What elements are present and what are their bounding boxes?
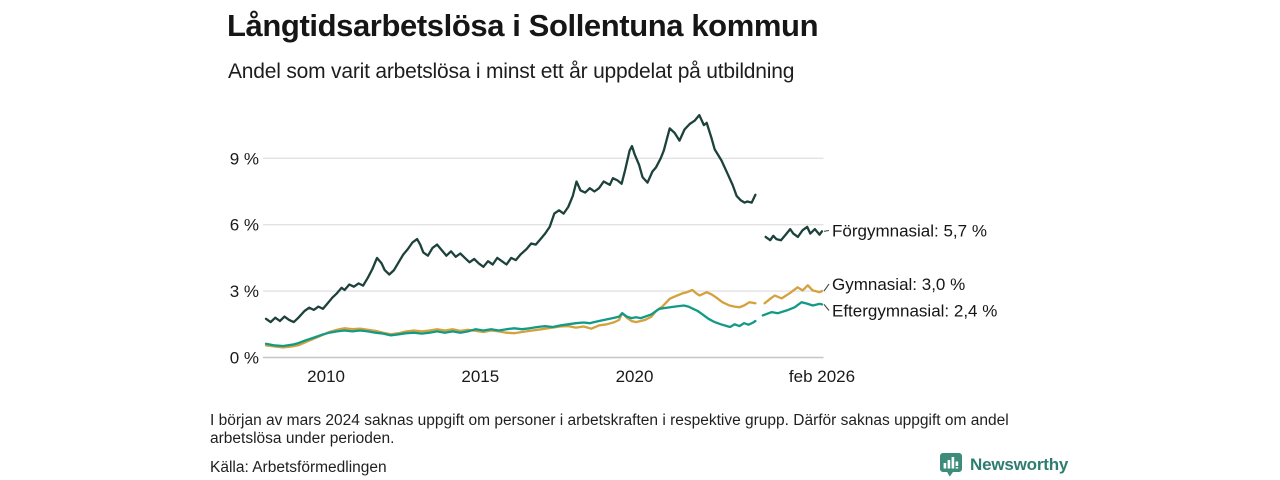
label-connector — [823, 283, 830, 292]
x-tick-label: 2015 — [461, 367, 499, 386]
source-label: Källa: Arbetsförmedlingen — [210, 459, 387, 476]
x-tick-label: 2010 — [307, 367, 345, 386]
page-title: Långtidsarbetslösa i Sollentuna kommun — [227, 8, 819, 43]
series-line-gymnasial — [763, 284, 824, 305]
footnote: I början av mars 2024 saknas uppgift om … — [210, 412, 1009, 448]
bar-chart-bubble-icon — [940, 453, 962, 477]
series-end-label-eftergymnasial: Eftergymnasial: 2,4 % — [832, 302, 997, 321]
series-line-eftergymnasial — [264, 304, 757, 348]
series-end-label-gymnasial: Gymnasial: 3,0 % — [832, 275, 965, 294]
page-subtitle: Andel som varit arbetslösa i minst ett å… — [228, 60, 795, 83]
series-end-label-förgymnasial: Förgymnasial: 5,7 % — [832, 222, 987, 241]
series-line-eftergymnasial — [761, 301, 824, 317]
newsworthy-logo: Newsworthy — [939, 452, 1068, 478]
y-tick-label: 6 % — [230, 216, 259, 235]
series-line-gymnasial — [264, 288, 757, 349]
chart-header: Långtidsarbetslösa i Sollentuna kommun A… — [227, 8, 1087, 84]
label-connector — [823, 304, 830, 311]
y-tick-label: 0 % — [230, 349, 259, 368]
series-line-förgymnasial — [764, 225, 824, 242]
newsworthy-wordmark: Newsworthy — [970, 455, 1069, 474]
series-line-förgymnasial — [264, 113, 757, 324]
label-connector — [823, 229, 830, 232]
y-tick-label: 3 % — [230, 282, 259, 301]
x-tick-label: 2020 — [616, 367, 654, 386]
x-tick-label: feb 2026 — [789, 367, 855, 386]
y-tick-label: 9 % — [230, 149, 259, 168]
